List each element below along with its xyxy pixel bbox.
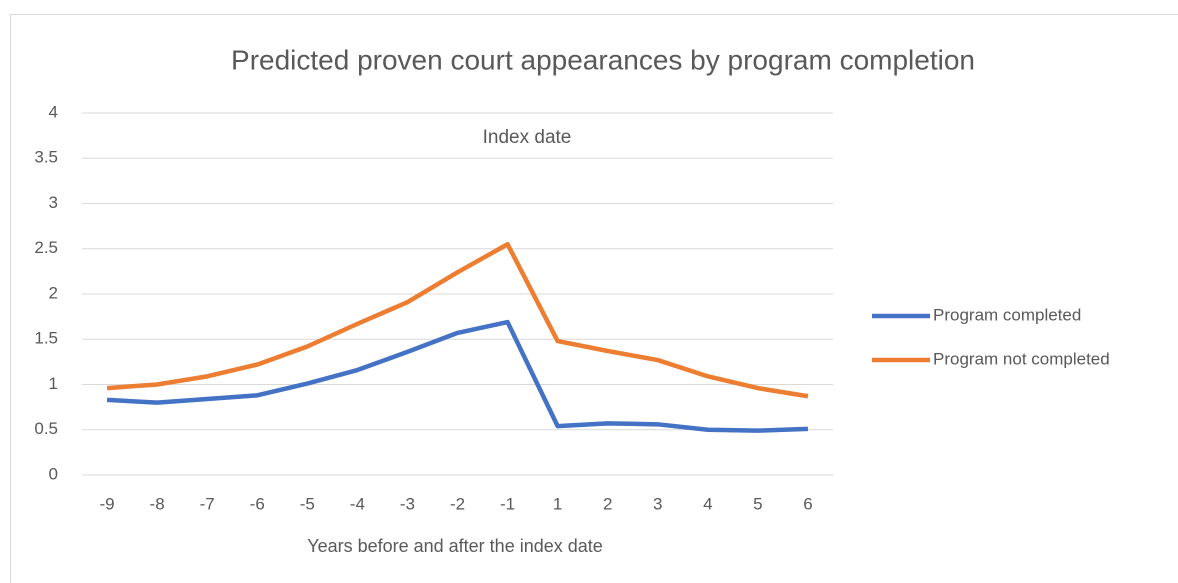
x-tick-label: -6 <box>250 494 265 513</box>
y-tick-label: 3 <box>49 193 58 212</box>
y-tick-label: 3.5 <box>34 148 58 167</box>
series-line <box>106 319 809 433</box>
x-tick-label: -1 <box>500 494 515 513</box>
x-axis-title: Years before and after the index date <box>307 536 603 556</box>
x-tick-label: 3 <box>653 494 662 513</box>
legend-label: Program completed <box>933 305 1081 324</box>
y-tick-label: 0.5 <box>34 419 58 438</box>
series-line <box>106 241 809 399</box>
x-tick-label: -8 <box>150 494 165 513</box>
x-tick-label: 5 <box>753 494 762 513</box>
x-tick-label: -4 <box>350 494 365 513</box>
x-tick-label: -3 <box>400 494 415 513</box>
y-tick-label: 0 <box>49 464 58 483</box>
x-tick-label: 1 <box>553 494 562 513</box>
annotation: Index date <box>483 127 572 148</box>
chart-title: Predicted proven court appearances by pr… <box>231 44 975 75</box>
legend-label: Program not completed <box>933 349 1110 368</box>
x-tick-label: -5 <box>300 494 315 513</box>
x-tick-label: -9 <box>99 494 114 513</box>
y-tick-label: 1.5 <box>34 329 58 348</box>
y-tick-label: 2 <box>49 283 58 302</box>
x-tick-label: -2 <box>450 494 465 513</box>
x-tick-label: 2 <box>603 494 612 513</box>
x-tick-label: 4 <box>703 494 712 513</box>
x-tick-label: 6 <box>803 494 812 513</box>
x-tick-label: -7 <box>200 494 215 513</box>
y-tick-label: 2.5 <box>34 238 58 257</box>
y-tick-label: 1 <box>49 374 58 393</box>
chart-frame <box>10 14 1178 583</box>
y-tick-label: 4 <box>49 102 58 121</box>
